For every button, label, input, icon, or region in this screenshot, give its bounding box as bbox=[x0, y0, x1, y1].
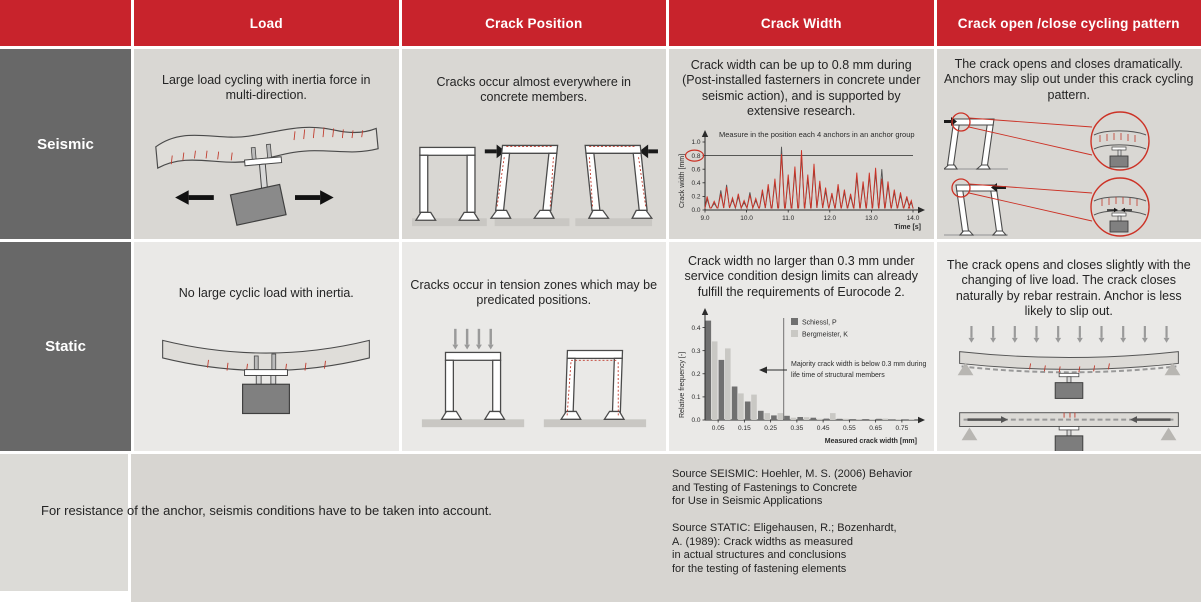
svg-text:13.0: 13.0 bbox=[865, 215, 878, 222]
header-corner-cell bbox=[0, 0, 131, 46]
svg-text:0.0: 0.0 bbox=[692, 417, 701, 424]
svg-text:9.0: 9.0 bbox=[701, 215, 710, 222]
y-axis-label: Crack width [mm] bbox=[679, 153, 686, 207]
seismic-cycling-text: The crack opens and closes dramatically.… bbox=[944, 57, 1194, 102]
header-crack-width: Crack Width bbox=[669, 0, 934, 46]
static-cycling-text: The crack opens and closes slightly with… bbox=[946, 258, 1191, 319]
svg-text:14.0: 14.0 bbox=[907, 215, 920, 222]
svg-text:0.4: 0.4 bbox=[692, 325, 701, 332]
row-label-seismic: Seismic bbox=[0, 49, 131, 239]
svg-text:0.55: 0.55 bbox=[843, 425, 856, 432]
cell-static-cycling: The crack opens and closes slightly with… bbox=[936, 242, 1201, 451]
svg-text:Schiessl, P: Schiessl, P bbox=[802, 320, 837, 327]
svg-text:0.6: 0.6 bbox=[692, 166, 701, 173]
x-axis-label: Measured crack width [mm] bbox=[825, 438, 917, 445]
chart-title: Measure in the position each 4 anchors i… bbox=[719, 130, 915, 139]
svg-text:0.1: 0.1 bbox=[692, 394, 701, 401]
seismic-crack-width-text: Crack width can be up to 0.8 mm during (… bbox=[682, 58, 921, 119]
bidirectional-arrows-icon bbox=[175, 190, 334, 205]
source-static-text: Source STATIC: Eligehausen, R.; Bozenhar… bbox=[672, 521, 897, 575]
header-cycling-pattern: Crack open /close cycling pattern bbox=[936, 0, 1201, 46]
cell-static-crack-position: Cracks occur in tension zones which may … bbox=[401, 242, 666, 451]
footer-row: For resistance of the anchor, seismis co… bbox=[0, 454, 1201, 602]
svg-text:0.2: 0.2 bbox=[692, 193, 701, 200]
seismic-crack-position-diagram-icon bbox=[411, 144, 658, 226]
static-crack-position-diagram-icon bbox=[421, 328, 646, 427]
seismic-load-text: Large load cycling with inertia force in… bbox=[162, 73, 371, 103]
svg-text:1.0: 1.0 bbox=[692, 139, 701, 146]
y-axis-label: Relative frequency [-] bbox=[679, 352, 686, 418]
svg-text:10.0: 10.0 bbox=[741, 215, 754, 222]
seismic-cycling-diagram-icon bbox=[943, 111, 1150, 237]
svg-text:0.35: 0.35 bbox=[791, 425, 804, 432]
svg-text:Majority crack width is below: Majority crack width is below 0.3 mm dur… bbox=[791, 361, 926, 368]
seismic-load-diagram-icon bbox=[155, 126, 380, 226]
svg-text:0.65: 0.65 bbox=[870, 425, 883, 432]
svg-text:0.25: 0.25 bbox=[765, 425, 778, 432]
svg-text:11.0: 11.0 bbox=[782, 215, 795, 222]
static-crack-position-text: Cracks occur in tension zones which may … bbox=[410, 278, 658, 308]
footer-left-cell bbox=[0, 454, 131, 602]
svg-text:12.0: 12.0 bbox=[824, 215, 837, 222]
static-crack-width-text: Crack width no larger than 0.3 mm under … bbox=[684, 254, 918, 299]
header-load: Load bbox=[134, 0, 399, 46]
svg-text:0.05: 0.05 bbox=[712, 425, 725, 432]
svg-text:0.15: 0.15 bbox=[738, 425, 751, 432]
svg-text:0.8: 0.8 bbox=[692, 152, 701, 159]
footer-sources: Source SEISMIC: Hoehler, M. S. (2006) Be… bbox=[672, 468, 952, 589]
svg-text:0.45: 0.45 bbox=[817, 425, 830, 432]
cell-static-crack-width: Crack width no larger than 0.3 mm under … bbox=[669, 242, 934, 451]
static-load-diagram-icon bbox=[162, 340, 371, 415]
svg-text:0.75: 0.75 bbox=[896, 425, 909, 432]
seismic-crack-width-chart: Measure in the position each 4 anchors i… bbox=[679, 129, 926, 231]
svg-text:Bergmeister, K: Bergmeister, K bbox=[802, 332, 848, 339]
cell-seismic-load: Large load cycling with inertia force in… bbox=[134, 49, 399, 239]
svg-text:0.4: 0.4 bbox=[692, 180, 701, 187]
static-cycling-diagram-icon bbox=[957, 325, 1181, 451]
x-axis-label: Time [s] bbox=[895, 224, 922, 231]
footer-note-text: For resistance of the anchor, seismis co… bbox=[41, 503, 492, 518]
row-label-static: Static bbox=[0, 242, 131, 451]
static-crack-width-chart: Relative frequency [-] Measured crack wi… bbox=[679, 308, 927, 445]
source-seismic-text: Source SEISMIC: Hoehler, M. S. (2006) Be… bbox=[672, 468, 913, 508]
svg-text:0.3: 0.3 bbox=[692, 348, 701, 355]
header-crack-position: Crack Position bbox=[401, 0, 666, 46]
svg-text:0.2: 0.2 bbox=[692, 371, 701, 378]
svg-text:0.0: 0.0 bbox=[692, 207, 701, 214]
cell-seismic-crack-width: Crack width can be up to 0.8 mm during (… bbox=[669, 49, 934, 239]
seismic-crack-position-text: Cracks occur almost everywhere in concre… bbox=[436, 75, 631, 105]
cell-seismic-cycling: The crack opens and closes dramatically.… bbox=[936, 49, 1201, 239]
static-load-text: No large cyclic load with inertia. bbox=[178, 286, 354, 300]
svg-text:life time of structural member: life time of structural members bbox=[791, 372, 885, 379]
cell-static-load: No large cyclic load with inertia. bbox=[134, 242, 399, 451]
cell-seismic-crack-position: Cracks occur almost everywhere in concre… bbox=[401, 49, 666, 239]
